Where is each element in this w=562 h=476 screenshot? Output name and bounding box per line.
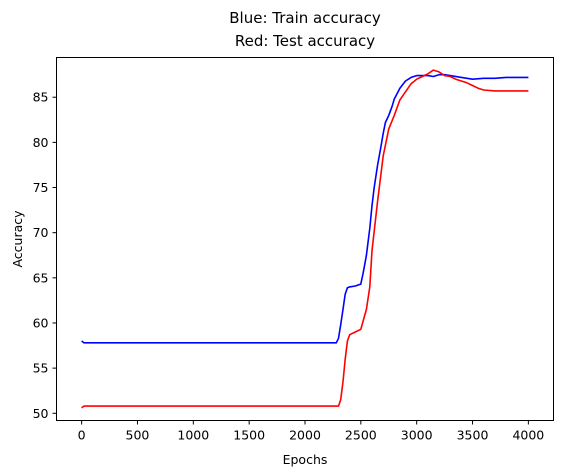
series-line-test [81,69,529,409]
x-tick-label: 1000 [177,428,209,443]
x-tick-label: 500 [126,428,150,443]
y-tick-label: 60 [33,315,49,330]
x-axis-label: Epochs [283,452,328,467]
x-tick-label: 0 [78,428,86,443]
y-axis-ticks: 50 55 60 65 70 75 80 85 [33,90,57,421]
x-axis-ticks: 0 500 1000 1500 2000 2500 3000 3500 4000 [78,420,544,443]
chart-title-line-2: Red: Test accuracy [235,32,375,50]
y-tick-label: 85 [33,90,49,105]
y-axis-label: Accuracy [10,210,25,268]
x-tick-label: 3000 [401,428,433,443]
y-tick-label: 55 [33,361,49,376]
x-tick-label: 3500 [457,428,489,443]
series-line-train [81,73,529,344]
y-tick-label: 75 [33,180,49,195]
x-tick-label: 2000 [289,428,321,443]
x-tick-label: 1500 [233,428,265,443]
plot-frame [56,57,554,421]
plot-lines [81,69,529,409]
y-tick-label: 80 [33,135,49,150]
x-tick-label: 2500 [345,428,377,443]
y-tick-label: 50 [33,406,49,421]
y-tick-label: 65 [33,270,49,285]
y-tick-label: 70 [33,225,49,240]
x-tick-label: 4000 [512,428,544,443]
chart-title-line-1: Blue: Train accuracy [229,9,381,27]
